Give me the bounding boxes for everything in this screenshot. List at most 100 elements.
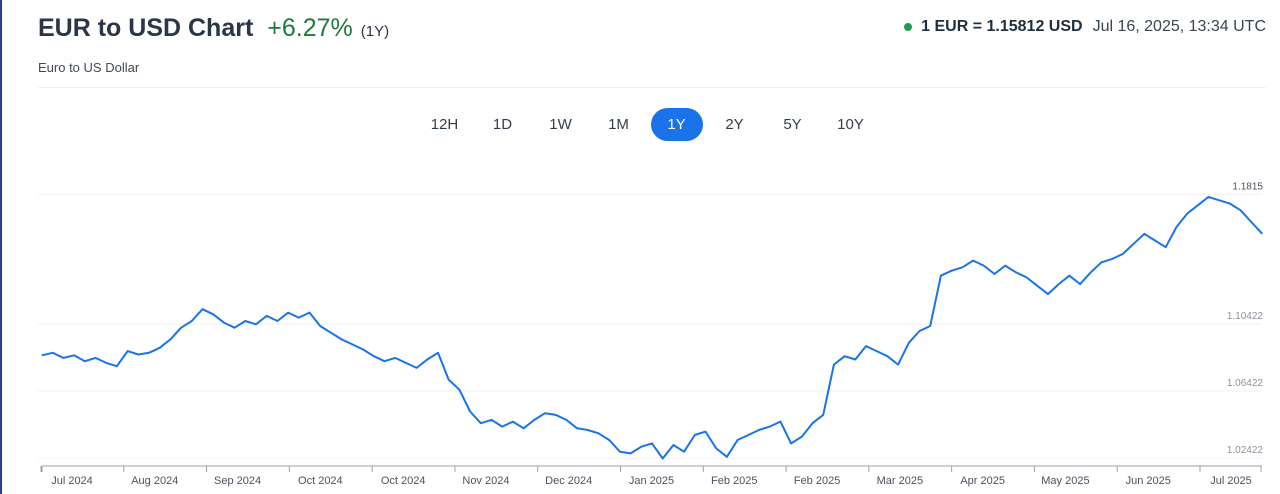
x-tick-label: Oct 2024: [298, 475, 343, 487]
data-point: [1218, 199, 1220, 201]
data-point: [373, 355, 375, 357]
x-tick-label: Jan 2025: [629, 475, 674, 487]
data-point: [180, 327, 182, 329]
x-tick-label: May 2025: [1041, 475, 1089, 487]
header-divider: [38, 87, 1266, 88]
rate-timestamp: Jul 16, 2025, 13:34 UTC: [1092, 18, 1266, 35]
x-tick-label: Jun 2025: [1126, 475, 1171, 487]
data-point: [1197, 204, 1199, 206]
data-point: [790, 442, 792, 444]
x-tick-label: Mar 2025: [877, 475, 923, 487]
data-point: [52, 352, 54, 354]
data-point: [801, 436, 803, 438]
range-tab-1m[interactable]: 1M: [608, 116, 629, 133]
x-tick-label: Oct 2024: [381, 475, 426, 487]
y-tick-label: 1.10422: [1227, 311, 1264, 322]
range-tab-1y[interactable]: 1Y: [650, 108, 703, 141]
data-point: [62, 357, 64, 359]
change-period: (1Y): [360, 23, 390, 40]
x-axis: Jul 2024 Aug 2024 Sep 2024 Oct 2024 Oct 2024…: [40, 465, 1262, 487]
data-point: [341, 338, 343, 340]
data-point: [1111, 258, 1113, 260]
data-point: [1036, 285, 1038, 287]
x-tick-label: Feb 2025: [794, 475, 840, 487]
data-point: [405, 362, 407, 364]
data-point: [1058, 283, 1060, 285]
data-point: [287, 312, 289, 314]
x-tick-label: Nov 2024: [462, 475, 509, 487]
data-point: [908, 342, 910, 344]
data-point: [223, 322, 225, 324]
range-tab-2y[interactable]: 2Y: [725, 116, 744, 133]
live-status-icon: [904, 23, 913, 31]
data-point: [576, 427, 578, 429]
data-point: [929, 325, 931, 327]
data-point: [298, 317, 300, 319]
data-point: [544, 412, 546, 414]
data-point: [1133, 243, 1135, 245]
data-point: [116, 365, 118, 367]
data-point: [683, 451, 685, 453]
line-chart: 1.1815 1.10422 1.06422 1.02422 Jul 2024 Aug …: [38, 181, 1264, 487]
data-point: [105, 362, 107, 364]
data-point: [993, 273, 996, 275]
change-percent: +6.27%: [267, 14, 353, 42]
range-tab-12h[interactable]: 12H: [430, 116, 459, 133]
range-tab-5y[interactable]: 5Y: [783, 116, 802, 133]
data-point: [469, 410, 471, 413]
data-point: [523, 427, 525, 429]
data-point: [308, 312, 311, 314]
data-point: [276, 320, 278, 322]
range-tabs: 12H 1D 1W 1M 1Y 2Y 5Y 10Y: [416, 108, 880, 141]
data-point: [897, 364, 899, 366]
data-point: [1047, 293, 1049, 295]
exchange-rate: 1 EUR = 1.15812 USD: [921, 18, 1083, 35]
data-point: [555, 414, 557, 416]
data-point: [587, 429, 589, 431]
data-point: [918, 330, 921, 332]
data-point: [608, 439, 610, 441]
data-point: [1079, 283, 1081, 285]
data-point: [362, 348, 364, 351]
data-point: [148, 352, 150, 354]
data-point: [672, 444, 675, 446]
data-point: [127, 350, 129, 352]
data-point: [662, 457, 664, 460]
x-tick-label: Aug 2024: [131, 475, 178, 487]
live-rate: 1 EUR = 1.15812 USD Jul 16, 2025, 13:34 …: [904, 18, 1266, 36]
data-point: [84, 360, 86, 362]
data-point: [383, 360, 386, 362]
data-point: [169, 338, 171, 340]
data-point: [480, 422, 482, 424]
data-point: [1143, 233, 1145, 235]
data-point: [201, 308, 204, 310]
data-point: [940, 275, 942, 277]
data-point: [865, 345, 867, 347]
data-point: [726, 456, 728, 458]
data-point: [630, 452, 632, 454]
data-point: [694, 434, 696, 436]
data-point: [1250, 221, 1252, 223]
data-point: [234, 327, 236, 329]
data-point: [416, 367, 418, 369]
data-point: [426, 358, 428, 361]
data-point: [1261, 233, 1263, 235]
range-tab-1w[interactable]: 1W: [549, 116, 572, 133]
data-point: [191, 320, 193, 322]
data-point: [1122, 253, 1124, 255]
data-point: [1154, 239, 1156, 242]
data-point: [437, 352, 439, 354]
data-point: [94, 357, 97, 359]
x-tick-label: Feb 2025: [711, 475, 757, 487]
data-point: [811, 422, 814, 424]
y-axis: 1.1815 1.10422 1.06422 1.02422: [1227, 181, 1264, 456]
data-point: [1090, 271, 1092, 273]
data-point: [1026, 276, 1028, 278]
data-point: [159, 347, 161, 349]
range-tab-1d[interactable]: 1D: [492, 116, 513, 133]
data-point: [886, 355, 889, 357]
range-tab-10y[interactable]: 10Y: [837, 116, 864, 133]
data-point: [640, 446, 642, 448]
data-point: [351, 343, 353, 345]
data-point: [758, 429, 760, 431]
